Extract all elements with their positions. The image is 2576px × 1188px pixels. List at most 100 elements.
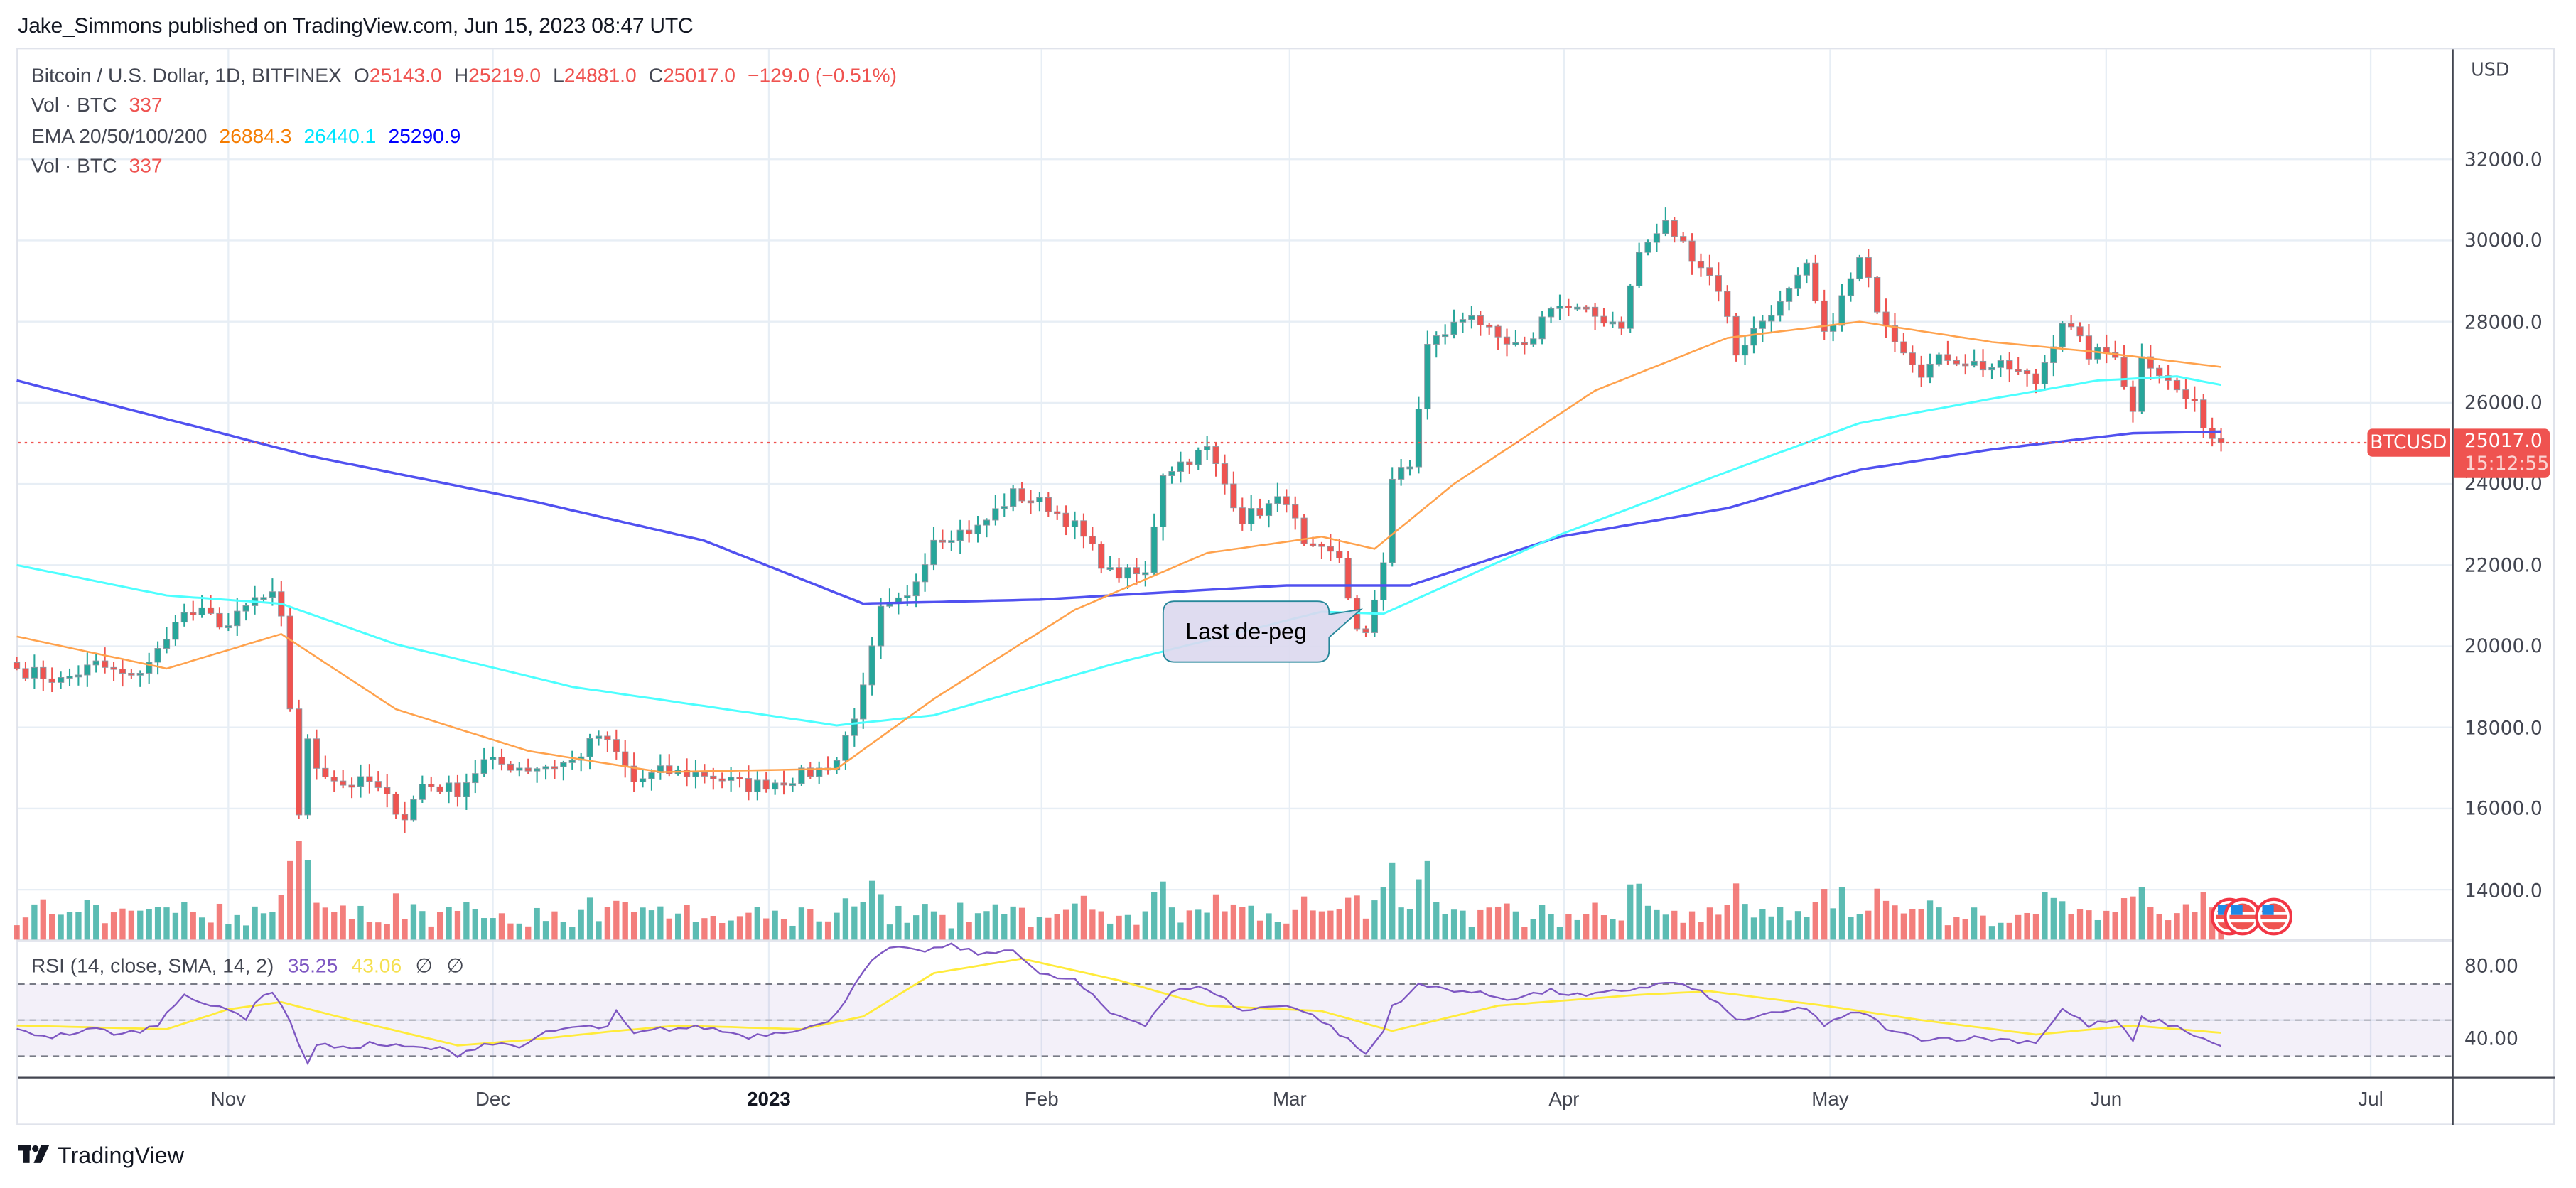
- rsi-title: RSI (14, close, SMA, 14, 2): [31, 954, 274, 978]
- volume-bar: [674, 913, 681, 940]
- volume-row-2[interactable]: Vol · BTC 337: [31, 154, 163, 178]
- candle-body: [2032, 373, 2039, 384]
- volume-bar: [1768, 916, 1774, 940]
- volume-bar: [1856, 914, 1863, 940]
- volume-bar: [1662, 914, 1669, 940]
- volume-bar: [904, 922, 910, 940]
- candle-body: [1336, 551, 1343, 558]
- candle-body: [1283, 496, 1290, 505]
- candle-body: [595, 735, 603, 739]
- candle-body: [2015, 369, 2022, 372]
- volume-bar: [1838, 887, 1845, 940]
- rsi-legend[interactable]: RSI (14, close, SMA, 14, 2) 35.25 43.06 …: [31, 954, 473, 977]
- volume-bar: [181, 902, 188, 940]
- candle-body: [1001, 506, 1008, 509]
- candle-body: [2173, 379, 2181, 391]
- candle-body: [2182, 389, 2189, 400]
- volume-bar: [772, 910, 778, 940]
- volume-bar: [930, 911, 937, 940]
- volume-bar: [1715, 914, 1722, 940]
- candle-body: [286, 615, 293, 710]
- time-label: Feb: [1024, 1087, 1059, 1111]
- volume-bar: [1830, 908, 1836, 940]
- candle-body: [2191, 399, 2198, 401]
- candle-body: [2076, 326, 2084, 337]
- candle-body: [1486, 324, 1493, 328]
- volume-bar: [2147, 907, 2154, 940]
- candle-body: [1459, 319, 1467, 323]
- candle-body: [939, 539, 947, 543]
- candle-body: [436, 786, 443, 792]
- volume-row[interactable]: Vol · BTC 337: [31, 94, 163, 118]
- candle-body: [930, 539, 937, 566]
- candle-body: [2209, 428, 2216, 439]
- candle-body: [330, 777, 338, 782]
- volume-bar: [436, 912, 443, 940]
- time-label: Jun: [2090, 1087, 2123, 1111]
- tradingview-logo[interactable]: TradingView: [18, 1142, 184, 1168]
- volume-bar: [1283, 923, 1290, 940]
- volume-bar: [1786, 920, 1792, 940]
- volume-bar: [2192, 912, 2198, 940]
- candle-body: [1953, 360, 1960, 364]
- volume-bar: [1538, 904, 1546, 940]
- ohlc-row[interactable]: Bitcoin / U.S. Dollar, 1D, BITFINEX O251…: [31, 64, 897, 87]
- volume-bar: [1953, 917, 1960, 940]
- volume-bar: [1072, 903, 1078, 940]
- candle-body: [198, 607, 205, 615]
- candle-body: [2059, 323, 2066, 347]
- volume-bar: [31, 904, 38, 940]
- candle-body: [1221, 463, 1229, 485]
- candle-body: [1715, 275, 1722, 292]
- volume-bar: [1848, 917, 1854, 940]
- volume-bar: [454, 910, 461, 940]
- candle-body: [974, 524, 981, 535]
- candle-body: [1688, 240, 1696, 262]
- candle-body: [2050, 346, 2057, 363]
- volume-bar: [2015, 914, 2022, 940]
- candle-body: [1450, 321, 1457, 335]
- volume-bar: [304, 860, 311, 940]
- volume-bar: [2050, 897, 2057, 940]
- candle-body: [604, 735, 611, 740]
- annotation-callout[interactable]: Last de-peg: [1185, 617, 1308, 644]
- candle-body: [1662, 220, 1669, 234]
- candle-body: [1706, 267, 1713, 276]
- candle-body: [269, 591, 276, 598]
- currency-label: USD: [2471, 59, 2510, 81]
- candle-body: [1177, 461, 1185, 472]
- candle-body: [1627, 285, 1634, 329]
- volume-bar: [1918, 909, 1924, 940]
- candle-body: [2067, 323, 2075, 328]
- candle-body: [410, 799, 417, 821]
- low-value: 24881.0: [564, 64, 637, 87]
- volume-bar: [2165, 920, 2172, 940]
- candle-body: [154, 648, 161, 663]
- volume-bar: [1416, 879, 1422, 940]
- volume-bar: [2174, 913, 2180, 940]
- volume-bar: [798, 907, 805, 940]
- candle-body: [1274, 496, 1281, 504]
- candle-body: [718, 778, 726, 782]
- candle-body: [1821, 300, 1828, 332]
- candle-body: [445, 782, 453, 792]
- candle-body: [366, 776, 373, 782]
- candle-body: [1327, 546, 1334, 552]
- volume-bar: [745, 912, 752, 940]
- candle-body: [172, 622, 179, 640]
- candle-body: [2023, 370, 2031, 374]
- candle-body: [1071, 520, 1079, 527]
- candle-body: [489, 757, 497, 760]
- ema-row[interactable]: EMA 20/50/100/200 26884.3 26440.1 25290.…: [31, 124, 461, 148]
- candle-body: [304, 738, 311, 816]
- volume-bar: [1468, 927, 1475, 940]
- volume-bar: [243, 925, 249, 940]
- price-tick: 16000.0: [2464, 796, 2543, 820]
- volume-bar: [1477, 909, 1484, 940]
- volume-bar: [957, 902, 964, 940]
- volume-bar: [1389, 862, 1396, 940]
- candle-body: [1741, 345, 1749, 356]
- volume-bar: [578, 909, 584, 940]
- candle-body: [1935, 354, 1943, 364]
